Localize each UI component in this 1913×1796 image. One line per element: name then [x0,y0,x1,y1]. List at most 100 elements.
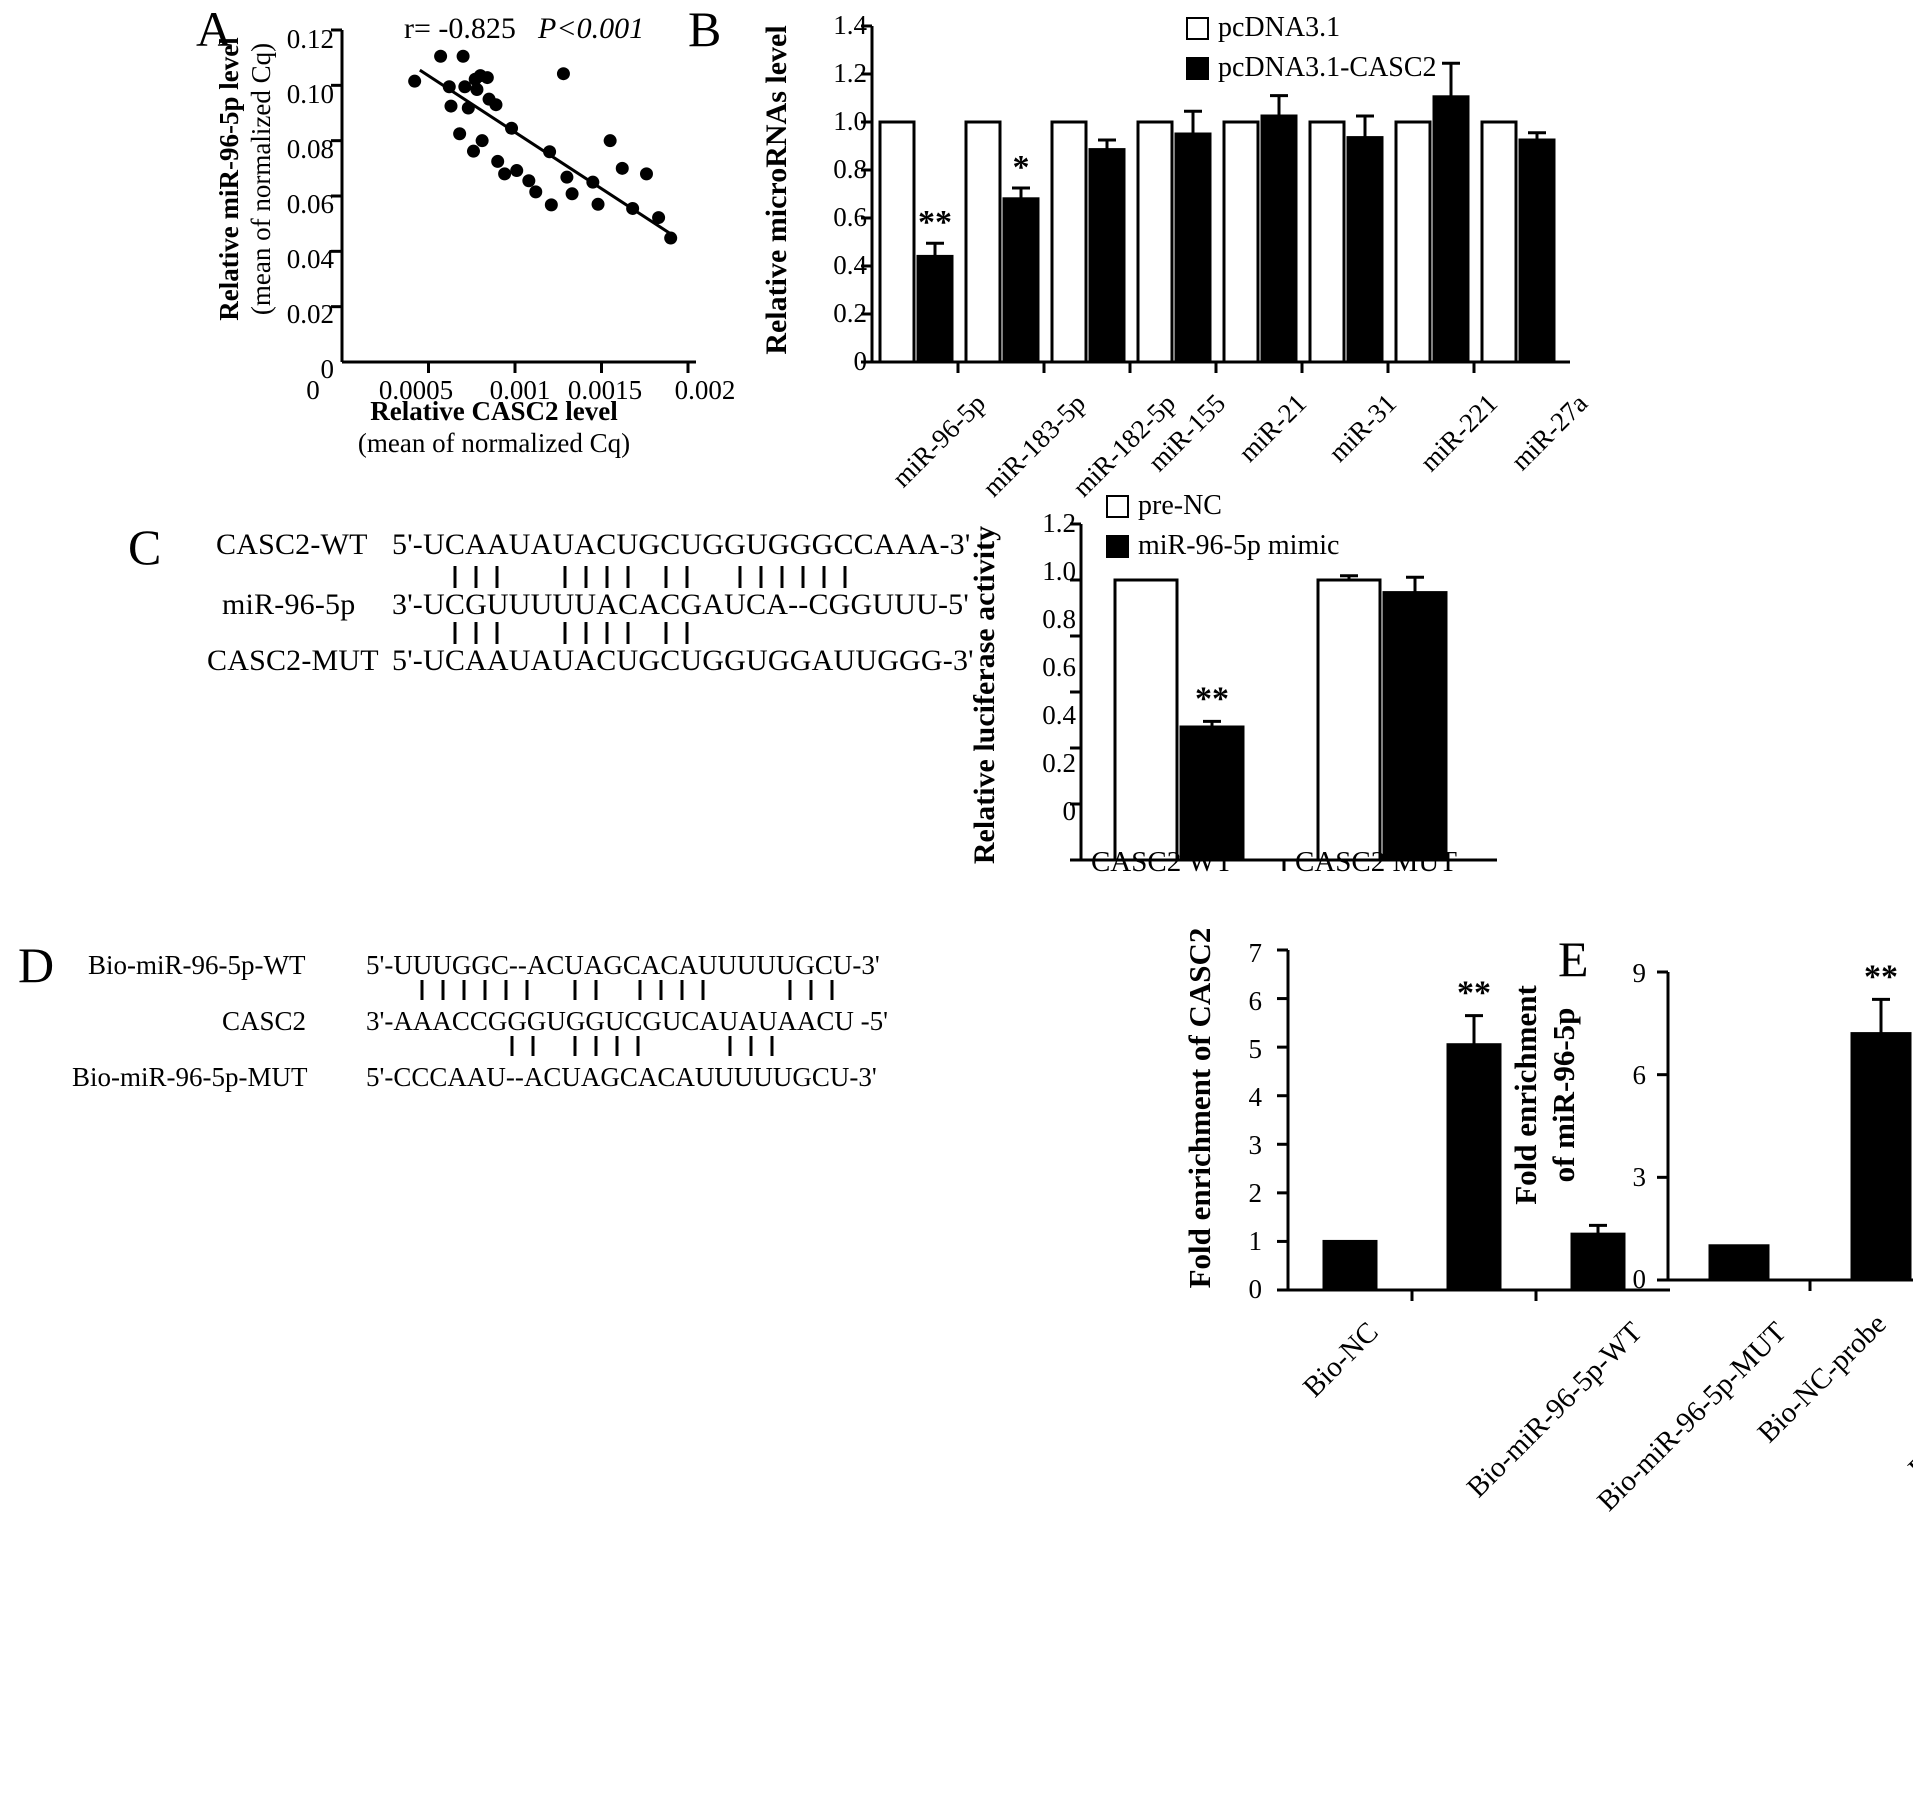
panel-e-svg-bar [1850,1032,1912,1282]
panel-c-row2-seq: 3'-UCGUUUUUACACGAUCA--CGGUUU-5' [392,588,969,621]
panel-a-ytick-3: 0.06 [286,189,334,219]
panel-a-data-point [461,101,475,115]
panel-c-row1-seq: 5'-UCAAUAUACUGCUGGUGGGCCAAA-3' [392,528,971,561]
panel-b-svg-bar [1002,197,1040,364]
panel-a-stat-r: r= -0.825 [404,12,516,45]
panel-b-svg-significance-marker: * [1013,149,1030,186]
panel-a-data-point [591,197,605,211]
panel-e-svg-significance-marker: ** [1864,958,1898,995]
panel-a-xtick-2: 0.001 [489,375,551,405]
panel-d-ytick-3: 4 [1248,1082,1263,1112]
panel-a-xtick-0: 0 [306,375,320,405]
panel-a-data-point [408,74,422,88]
panel-a-data-point [522,174,536,188]
panel-d-ytick-5: 2 [1248,1178,1263,1208]
panel-b-legend-item-0: pcDNA3.1 [1186,12,1340,44]
panel-a-xlabel-line1: Relative CASC2 level [370,396,618,426]
panel-a-ytick-6: 0 [320,354,335,384]
panel-d-ytick-7: 0 [1248,1274,1263,1304]
panel-c-svg-bar [1113,578,1179,862]
panel-d-svg-bar [1322,1239,1378,1292]
panel-b-svg-bar [964,120,1002,364]
panel-a-data-point [489,98,503,112]
panel-c-legend-item-0: pre-NC [1106,490,1222,522]
panel-a-data-point [544,198,558,212]
panel-c-row1-name: CASC2-WT [216,528,368,561]
panel-e-ytick-1: 6 [1632,1060,1647,1090]
panel-a-data-point [480,71,494,85]
panel-a-ytick-5: 0.02 [286,299,334,329]
legend-swatch-open [1106,494,1129,518]
panel-d-ytick-4: 3 [1248,1130,1263,1160]
panel-b-svg-bar [1050,120,1088,364]
panel-b-svg-bar [1518,138,1556,364]
panel-a-data-point [453,127,467,141]
panel-e-ytick-2: 3 [1632,1162,1647,1192]
panel-b-svg-bar [1136,120,1174,364]
panel-b-svg-bar [916,254,954,364]
legend-swatch-filled [1186,56,1209,80]
panel-d-row2-seq: 3'-AAACCGGGUGGUCGUCAUAUAACU -5' [366,1006,888,1036]
panel-b-svg-bar [1222,120,1260,364]
panel-a-data-point [529,185,543,199]
panel-d-row1-seq: 5'-UUUGGC--ACUAGCACAUUUUUGCU-3' [366,950,880,980]
panel-a-data-point [626,201,640,215]
panel-b-svg-bar [1346,136,1384,364]
panel-a-data-point [444,99,458,113]
panel-a-data-point [505,121,519,135]
panel-c-legend-label-1: miR-96-5p mimic [1138,530,1340,561]
panel-a-stat-p: P<0.001 [538,12,645,45]
panel-a-data-point [543,145,557,159]
panel-b-svg-bar [878,120,916,364]
panel-a-data-point [603,134,617,148]
panel-b-svg-bar [1394,120,1432,364]
panel-a-ytick-0: 0.12 [286,24,334,54]
panel-c-ytick-2: 0.8 [1042,604,1076,634]
panel-a-data-point [458,80,472,94]
panel-c-row2-name: miR-96-5p [222,588,356,621]
panel-b-ytick-7: 0 [853,346,868,376]
panel-b-svg-bar [1308,120,1346,364]
panel-b-legend-item-1: pcDNA3.1-CASC2 [1186,52,1437,84]
panel-a-data-point [510,164,524,178]
panel-e-letter: E [1558,931,1589,987]
panel-d-ytick-2: 5 [1248,1034,1263,1064]
panel-d-letter: D [18,937,55,993]
panel-c-ytick-3: 0.6 [1042,652,1076,682]
panel-d-row1-name: Bio-miR-96-5p-WT [88,950,306,980]
panel-a-data-point [639,167,653,181]
panel-c-ytick-5: 0.2 [1042,748,1076,778]
panel-a-letter: A [196,1,233,57]
panel-a-data-point [556,67,570,81]
panel-c-row3-seq: 5'-UCAAUAUACUGCUGGUGGAUUGGG-3' [392,644,974,677]
panel-a-data-point [491,154,505,168]
panel-a-data-point [434,49,448,63]
panel-a-data-point [470,82,484,96]
panel-a-data-point [475,134,489,148]
panel-a-data-point [498,167,512,181]
panel-c-letter: C [128,519,162,575]
panel-d-ytick-1: 6 [1248,986,1263,1016]
panel-d-row2-name: CASC2 [222,1006,307,1036]
panel-c-xlabel-0: CASC2 WT [1090,846,1234,878]
panel-b-svg-significance-marker: ** [918,204,952,241]
panel-a-ytick-2: 0.08 [286,134,334,164]
panel-c-row3-name: CASC2-MUT [207,644,379,677]
panel-b-letter: B [688,1,722,57]
panel-a-data-point [565,187,579,201]
panel-b-svg-bar [1480,120,1518,364]
panel-e-svg-bar [1708,1244,1770,1282]
panel-d-svg-significance-marker: ** [1457,975,1491,1012]
panel-b-svg-bar [1088,148,1126,364]
panel-a-data-point [560,170,574,184]
panel-c-legend-item-1: miR-96-5p mimic [1106,530,1339,562]
panel-a-data-point [586,175,600,189]
